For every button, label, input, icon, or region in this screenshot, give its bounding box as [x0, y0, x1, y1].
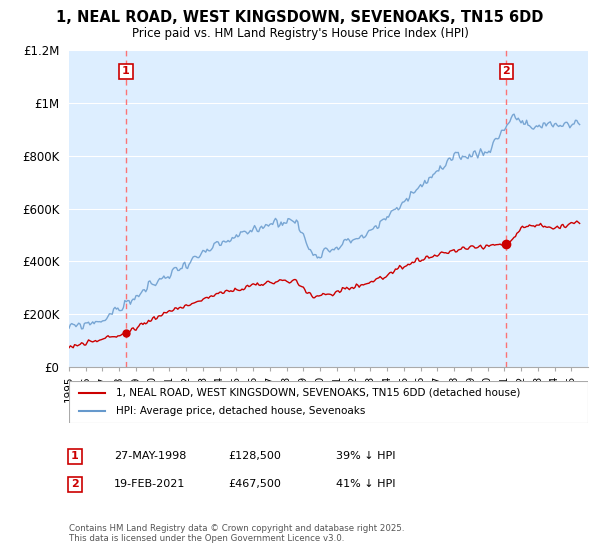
Text: 2: 2 [503, 67, 511, 77]
Text: £467,500: £467,500 [228, 479, 281, 489]
FancyBboxPatch shape [69, 381, 588, 423]
Text: 1, NEAL ROAD, WEST KINGSDOWN, SEVENOAKS, TN15 6DD (detached house): 1, NEAL ROAD, WEST KINGSDOWN, SEVENOAKS,… [116, 388, 520, 398]
Text: 39% ↓ HPI: 39% ↓ HPI [336, 451, 395, 461]
Text: 27-MAY-1998: 27-MAY-1998 [114, 451, 187, 461]
Text: Price paid vs. HM Land Registry's House Price Index (HPI): Price paid vs. HM Land Registry's House … [131, 27, 469, 40]
Text: 2: 2 [71, 479, 79, 489]
Text: Contains HM Land Registry data © Crown copyright and database right 2025.
This d: Contains HM Land Registry data © Crown c… [69, 524, 404, 543]
Text: 19-FEB-2021: 19-FEB-2021 [114, 479, 185, 489]
Text: 1: 1 [71, 451, 79, 461]
Text: 1, NEAL ROAD, WEST KINGSDOWN, SEVENOAKS, TN15 6DD: 1, NEAL ROAD, WEST KINGSDOWN, SEVENOAKS,… [56, 10, 544, 25]
Text: HPI: Average price, detached house, Sevenoaks: HPI: Average price, detached house, Seve… [116, 406, 365, 416]
Text: 41% ↓ HPI: 41% ↓ HPI [336, 479, 395, 489]
Text: £128,500: £128,500 [228, 451, 281, 461]
Text: 1: 1 [122, 67, 130, 77]
